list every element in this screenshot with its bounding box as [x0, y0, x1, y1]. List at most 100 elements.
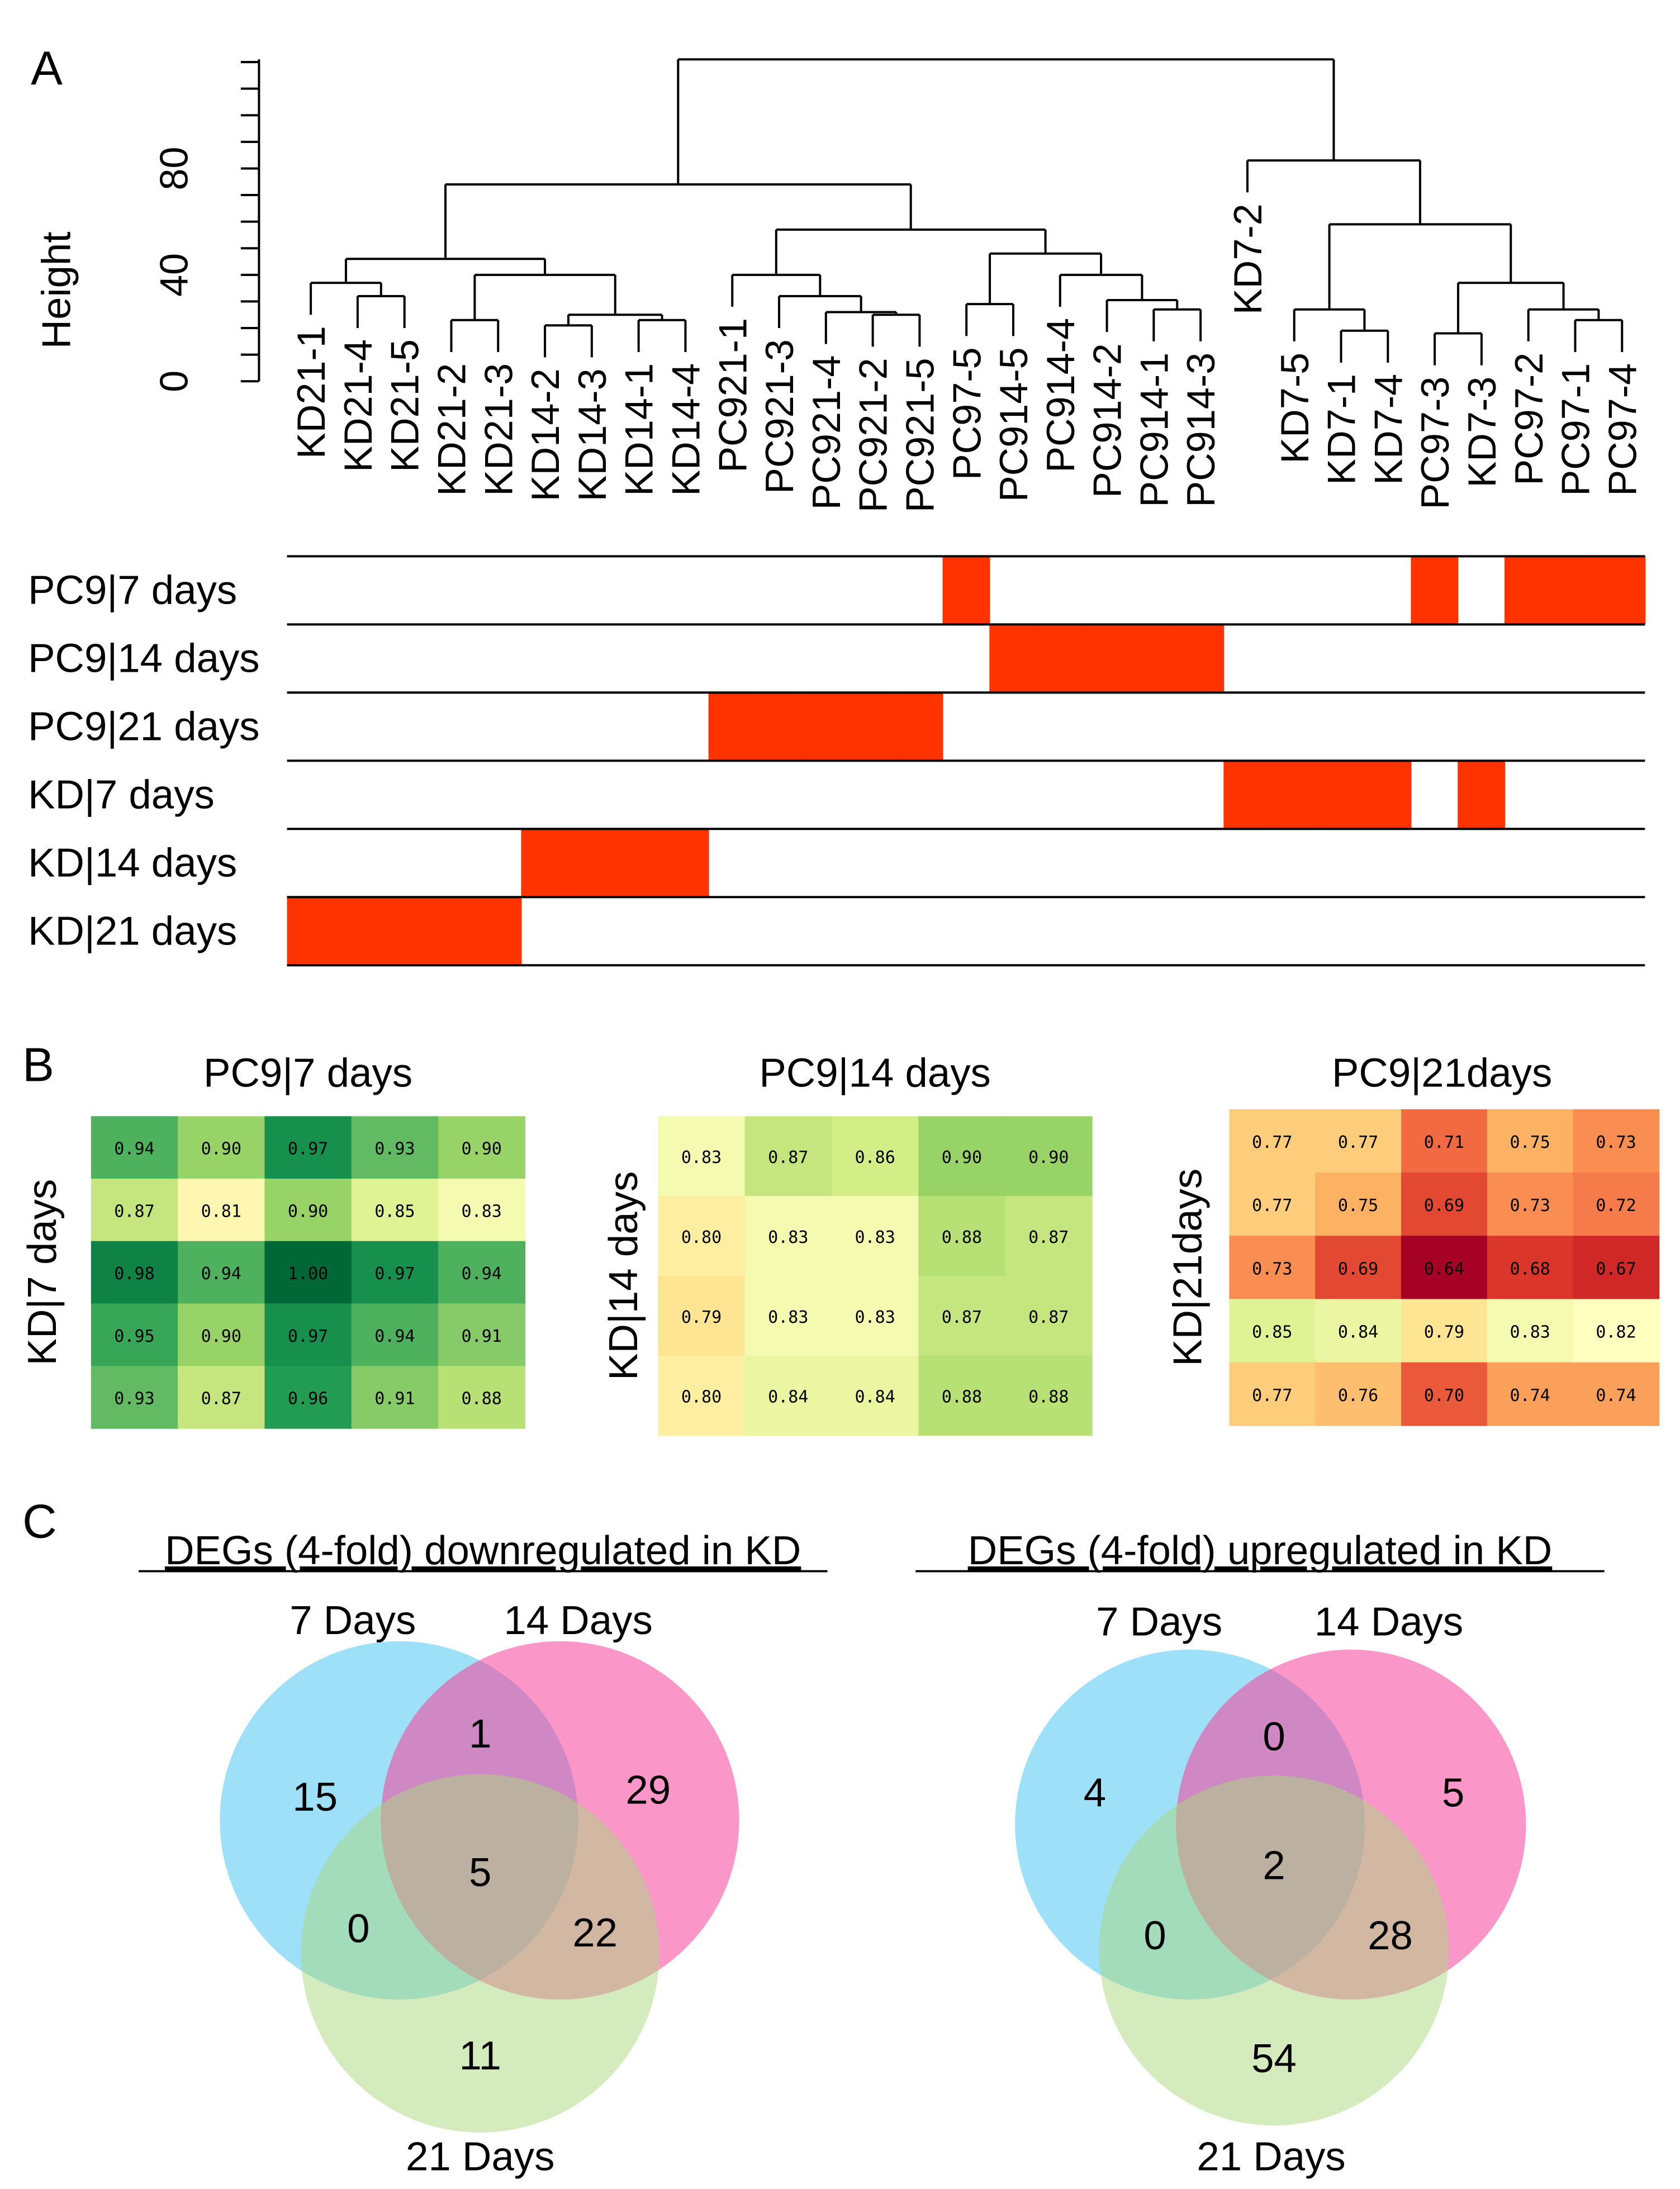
heatmap-cell: [1401, 1299, 1488, 1363]
venn-set-label: 21 Days: [406, 2134, 554, 2179]
leaf-label: KD21-2: [430, 363, 474, 496]
heatmap-cell-value: 0.79: [1424, 1323, 1464, 1342]
heatmap-cell-value: 0.84: [855, 1388, 895, 1407]
heatmap-y-label: KD|7 days: [20, 1179, 65, 1366]
heatmap-cell: [1401, 1109, 1488, 1173]
heatmap-cell: [1315, 1236, 1402, 1300]
heatmap-cell-value: 0.72: [1596, 1196, 1636, 1215]
heatmap-cell: [1573, 1362, 1660, 1426]
venn-region-count: 1: [469, 1711, 491, 1756]
heatmap-cell-value: 0.70: [1424, 1386, 1464, 1405]
heatmap-cell: [1229, 1362, 1316, 1426]
heatmap-cell-value: 0.86: [855, 1148, 895, 1167]
venn-set-label: 14 Days: [1314, 1599, 1463, 1645]
leaf-label: PC914-5: [992, 347, 1036, 502]
heatmap-cell: [1573, 1109, 1660, 1173]
leaf-label: KD7-1: [1320, 374, 1364, 485]
heatmap-cell-value: 0.88: [1028, 1388, 1069, 1407]
venn-diagrams: DEGs (4-fold) downregulated in KD 7 Days 1…: [138, 1528, 1605, 2179]
heatmap-cell: [438, 1303, 526, 1366]
heatmap-cell-value: 0.80: [681, 1388, 722, 1407]
annotation-cell: [427, 897, 475, 966]
heatmap-cell-value: 0.81: [201, 1202, 241, 1221]
heatmap-cell-value: 0.68: [1510, 1259, 1550, 1279]
heatmap-cell-value: 0.91: [374, 1389, 415, 1409]
heatmap-cell-value: 0.83: [462, 1202, 502, 1221]
annotation-cell: [287, 897, 335, 966]
heatmap-cell-value: 0.90: [201, 1139, 241, 1159]
heatmap-cell-value: 0.80: [681, 1228, 722, 1247]
annotation-cell: [661, 829, 709, 898]
heatmap-cell: [1229, 1109, 1316, 1173]
annotation-cell: [1364, 761, 1412, 829]
heatmap-cell-value: 0.85: [1252, 1323, 1292, 1342]
heatmap-cell-value: 0.93: [114, 1389, 154, 1409]
leaf-label: PC921-3: [758, 339, 801, 494]
heatmap-cell-value: 0.71: [1424, 1133, 1464, 1152]
annotation-row-label: KD|7 days: [28, 772, 215, 817]
leaf-label: PC914-3: [1179, 353, 1223, 507]
heatmap-cell: [831, 1355, 919, 1436]
heatmap-cell: [178, 1303, 265, 1366]
heatmap-cell: [178, 1116, 265, 1179]
heatmap-cell-value: 0.94: [201, 1264, 241, 1284]
heatmap-cell-value: 0.87: [114, 1202, 154, 1221]
annotation-cell: [708, 692, 756, 761]
annotation-cell: [334, 897, 382, 966]
venn-region-count: 4: [1084, 1770, 1106, 1815]
heatmap-cell: [831, 1116, 919, 1196]
heatmap-cell: [178, 1241, 265, 1304]
heatmap-cell: [1229, 1236, 1316, 1300]
heatmap-cell: [658, 1355, 746, 1436]
heatmap-cell-value: 0.87: [768, 1148, 808, 1167]
heatmap-cell: [1315, 1172, 1402, 1237]
dendrogram: 0 40 80 Height KD21-1 KD21-4 KD21-5 KD21-2 KD21-…: [34, 58, 1644, 512]
leaf-label: KD7-3: [1460, 377, 1504, 488]
heatmap-cell-value: 0.87: [201, 1389, 241, 1409]
heatmap-cell: [744, 1355, 832, 1436]
heatmap-y-label: KD|21days: [1165, 1169, 1210, 1366]
heatmap-cell-value: 0.75: [1338, 1196, 1378, 1215]
heatmap-cell: [264, 1241, 352, 1304]
heatmap-cell-value: 0.96: [288, 1389, 328, 1409]
heatmap-cell-value: 0.94: [114, 1139, 154, 1159]
heatmap-cell: [438, 1241, 526, 1304]
annotation-cell: [568, 829, 616, 898]
heatmap-cell-value: 0.85: [374, 1202, 415, 1221]
heatmap-cell: [438, 1179, 526, 1242]
heatmap-cell-value: 0.83: [768, 1228, 808, 1247]
annotation-cell: [755, 692, 803, 761]
heatmap-cell: [1315, 1109, 1402, 1173]
heatmap-cell-value: 0.94: [462, 1264, 502, 1284]
venn-region-count: 22: [572, 1910, 618, 1955]
heatmap-cell: [1005, 1275, 1093, 1356]
heatmap-cell-value: 0.69: [1424, 1196, 1464, 1215]
annotation-cell: [1598, 556, 1646, 625]
heatmap-cell: [744, 1275, 832, 1356]
heatmap-cell-value: 0.67: [1596, 1259, 1636, 1279]
annotation-cell: [615, 829, 662, 898]
heatmap-cell: [1005, 1116, 1093, 1196]
heatmap-cell: [1401, 1172, 1488, 1237]
heatmap-cell: [1315, 1362, 1402, 1426]
venn-title: DEGs (4-fold) downregulated in KD: [165, 1528, 801, 1573]
leaf-label: PC97-5: [945, 347, 989, 480]
heatmap-title: PC9|21days: [1332, 1051, 1552, 1096]
heatmap-cell: [1229, 1299, 1316, 1363]
heatmap-cell-value: 0.90: [288, 1202, 328, 1221]
heatmap-cell: [918, 1116, 1006, 1196]
heatmap-cell: [1315, 1299, 1402, 1363]
annotation-cell: [848, 692, 896, 761]
annotation-cell: [1551, 556, 1599, 625]
heatmap-cell: [264, 1366, 352, 1429]
heatmap-cell-value: 0.77: [1252, 1386, 1292, 1405]
heatmap-cell: [1487, 1362, 1574, 1426]
heatmap-cell-value: 0.97: [288, 1327, 328, 1346]
heatmap-cell-value: 0.83: [855, 1228, 895, 1247]
heatmap-cell-value: 0.73: [1510, 1196, 1550, 1215]
heatmap-cell-value: 0.77: [1252, 1133, 1292, 1152]
heatmap-cell-value: 0.90: [462, 1139, 502, 1159]
heatmap-title: PC9|14 days: [759, 1051, 991, 1096]
heatmap-cell: [658, 1275, 746, 1356]
heatmap-cell: [831, 1275, 919, 1356]
